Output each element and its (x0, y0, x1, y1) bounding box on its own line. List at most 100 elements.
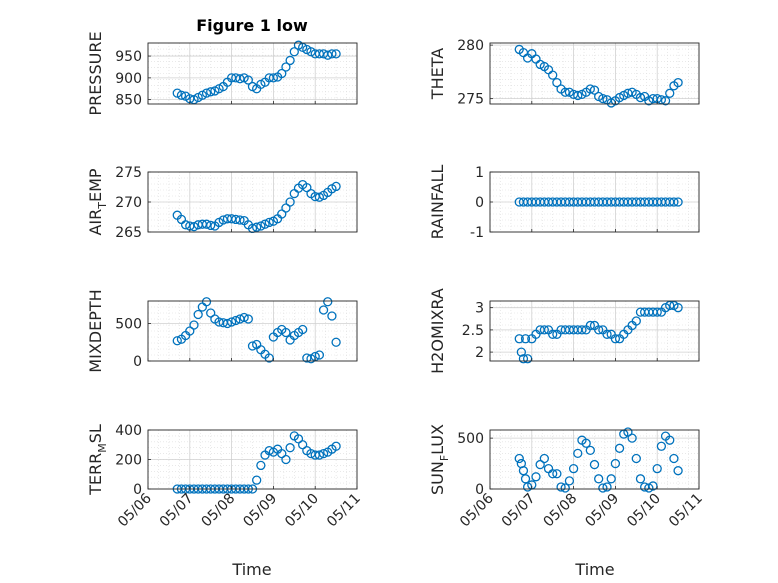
data-point (247, 341, 258, 351)
data-point (285, 197, 295, 207)
data-point (201, 297, 212, 307)
data-point (180, 220, 191, 230)
y-tick-label: 0 (475, 195, 484, 211)
data-point (239, 312, 249, 323)
data-point (314, 450, 325, 460)
data-point (535, 459, 545, 470)
data-point (206, 87, 216, 97)
y-tick-label: 500 (115, 317, 142, 333)
data-point (281, 62, 291, 72)
data-point (564, 476, 575, 486)
data-point (323, 297, 333, 307)
data-point (552, 469, 562, 479)
data-point (539, 453, 549, 464)
data-point (298, 324, 308, 335)
data-point (648, 481, 658, 491)
data-point (673, 303, 683, 313)
x-tick-label: 05/08 (199, 491, 239, 531)
data-point (631, 453, 641, 464)
x-tick-label: 05/11 (324, 491, 364, 531)
y-tick-label: 500 (457, 431, 484, 447)
data-point (673, 197, 683, 207)
data-point (665, 435, 675, 445)
data-point (652, 464, 662, 474)
data-point (606, 474, 616, 484)
data-point (193, 309, 203, 320)
data-point (610, 334, 621, 344)
data-point (548, 70, 558, 80)
y-axis-label: H2OMIXRA (428, 288, 447, 374)
data-point (531, 472, 541, 482)
data-point (318, 448, 329, 459)
subplot-1: 850 900 950 PRESSURE (86, 31, 358, 116)
y-tick-label: 950 (115, 49, 142, 65)
data-point (585, 84, 595, 94)
data-point (281, 454, 291, 465)
data-point (669, 453, 679, 464)
data-point (665, 88, 675, 98)
x-tick-label: 05/10 (282, 491, 322, 531)
data-point (331, 49, 341, 59)
data-point (602, 482, 612, 492)
data-point (614, 443, 625, 453)
data-point (635, 474, 646, 484)
data-point (623, 427, 633, 437)
y-axis-label: PRESSURE (86, 31, 105, 115)
y-tick-label: 2.5 (462, 323, 484, 339)
data-point (231, 315, 241, 326)
y-axis-label: AIRTEMP (86, 168, 109, 235)
y-tick-label: 0 (475, 482, 484, 498)
data-point (573, 90, 583, 101)
x-tick-label: 05/11 (666, 491, 706, 531)
data-point (548, 469, 558, 479)
subplot-6: 2 2.5 3 H2OMIXRA (428, 288, 700, 374)
data-point (589, 85, 600, 95)
data-point (598, 483, 608, 493)
data-point (285, 55, 295, 66)
data-point (552, 77, 562, 88)
x-axis-label-right: Time (574, 560, 614, 579)
data-point (610, 458, 621, 469)
y-tick-label: 0 (133, 354, 142, 370)
y-tick-label: 275 (457, 92, 484, 108)
data-point (327, 49, 337, 59)
data-point (560, 87, 570, 97)
data-point (548, 329, 558, 339)
data-point (573, 448, 583, 459)
data-point (560, 483, 570, 493)
x-tick-label: 05/09 (240, 491, 280, 531)
data-point (656, 441, 667, 451)
y-tick-label: 280 (457, 38, 484, 54)
y-tick-label: 400 (115, 423, 142, 439)
data-point (226, 317, 237, 327)
data-point (518, 354, 529, 364)
data-point (331, 181, 341, 192)
data-point (201, 88, 212, 98)
data-point (243, 314, 253, 324)
data-point (577, 325, 587, 335)
data-point (189, 221, 199, 232)
data-point (514, 334, 524, 344)
y-axis-label: SUNFLUX (428, 424, 451, 495)
axes-box (489, 429, 700, 490)
y-tick-label: 200 (115, 453, 142, 469)
data-point (172, 336, 182, 346)
subplot-5: 0 500 MIXDEPTH (86, 289, 358, 373)
data-point (520, 334, 531, 344)
y-tick-label: -1 (470, 225, 484, 241)
data-point (264, 217, 274, 228)
data-point (260, 219, 270, 229)
subplot-3: 265 270 275 AIRTEMP (86, 165, 358, 241)
data-point (277, 68, 287, 79)
y-tick-label: 265 (115, 225, 142, 241)
data-point (189, 320, 199, 330)
data-point (289, 47, 299, 57)
data-point (514, 453, 524, 464)
axes-box (147, 300, 358, 362)
data-point (585, 320, 595, 331)
data-point (243, 75, 253, 85)
data-point (598, 93, 608, 104)
data-point (602, 329, 612, 339)
